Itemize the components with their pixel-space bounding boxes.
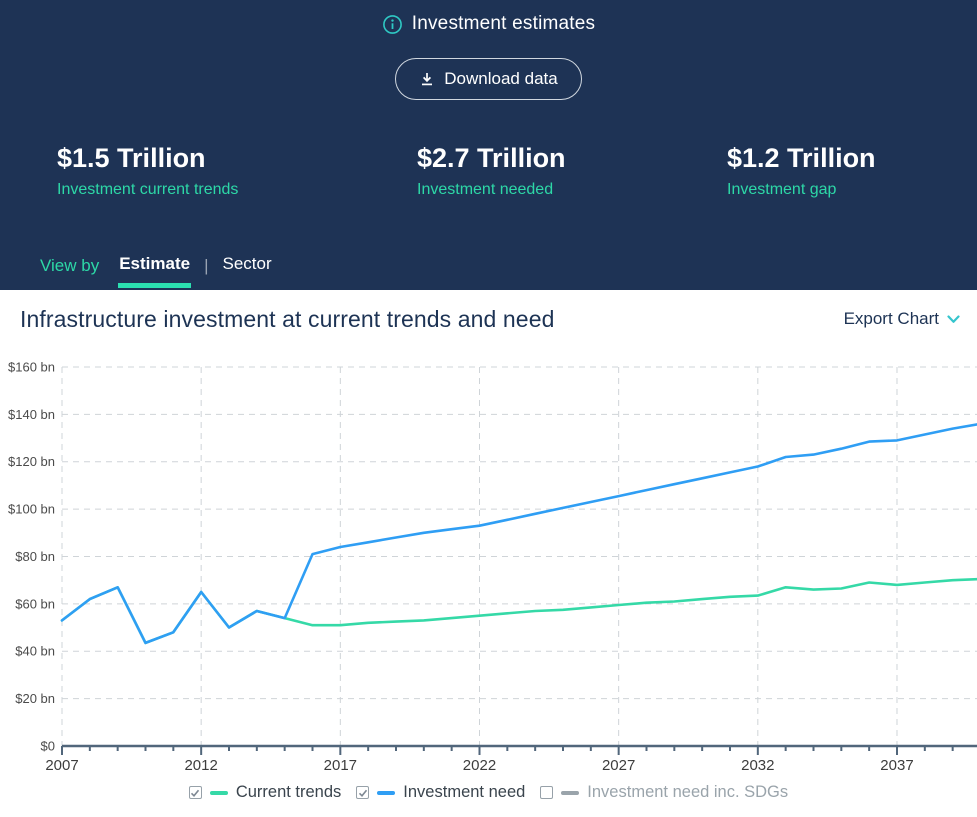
stat-investment-gap: $1.2 Trillion Investment gap bbox=[727, 142, 876, 199]
export-chart-label: Export Chart bbox=[843, 309, 939, 328]
y-axis-tick-label: $20 bn bbox=[15, 691, 55, 706]
y-axis-tick-label: $0 bbox=[41, 739, 55, 754]
stat-label: Investment needed bbox=[417, 181, 554, 198]
stat-value: $1.2 Trillion bbox=[727, 143, 876, 173]
download-row: Download data bbox=[0, 58, 977, 100]
stat-label: Investment gap bbox=[727, 181, 837, 198]
view-by-label: View by bbox=[40, 256, 100, 275]
download-icon bbox=[419, 71, 435, 87]
legend-color-dash bbox=[561, 790, 580, 795]
series-line bbox=[60, 423, 977, 645]
tab-sector[interactable]: Sector bbox=[222, 254, 272, 273]
download-data-button[interactable]: Download data bbox=[395, 58, 582, 100]
chart-legend: Current trends Investment need Investment … bbox=[0, 783, 977, 802]
x-axis-tick-label: 2007 bbox=[45, 757, 78, 774]
x-axis-tick-label: 2032 bbox=[741, 757, 774, 774]
x-axis-tick-label: 2027 bbox=[602, 757, 635, 774]
view-by-tabs: View by Estimate | Sector bbox=[40, 254, 273, 290]
export-chart-button[interactable]: Export Chart bbox=[844, 309, 960, 329]
tab-estimate[interactable]: Estimate bbox=[118, 254, 192, 288]
legend-label[interactable]: Investment need bbox=[403, 783, 526, 801]
legend-item[interactable]: Current trends bbox=[188, 783, 342, 802]
header-title-row: Investment estimates bbox=[0, 13, 977, 35]
stat-current-trends: $1.5 Trillion Investment current trends bbox=[57, 142, 238, 199]
checkbox-checked-icon[interactable] bbox=[356, 786, 370, 799]
tab-separator: | bbox=[204, 256, 209, 275]
y-axis-tick-label: $80 bn bbox=[15, 549, 55, 564]
y-axis-tick-label: $160 bn bbox=[8, 359, 55, 374]
series-line bbox=[60, 577, 977, 645]
info-icon[interactable] bbox=[382, 14, 403, 35]
page-title: Investment estimates bbox=[411, 13, 596, 34]
header: Investment estimates Download data $1.5 … bbox=[0, 0, 977, 290]
y-axis-tick-label: $140 bn bbox=[8, 407, 55, 422]
y-axis-tick-label: $60 bn bbox=[15, 596, 55, 611]
x-axis-tick-label: 2037 bbox=[880, 757, 913, 774]
chart-title: Infrastructure investment at current tre… bbox=[20, 306, 555, 332]
legend-item[interactable]: Investment need inc. SDGs bbox=[540, 783, 788, 802]
stat-value: $2.7 Trillion bbox=[417, 143, 566, 173]
chevron-down-icon bbox=[947, 314, 960, 324]
chart-card: Infrastructure investment at current tre… bbox=[0, 290, 977, 817]
legend-label[interactable]: Current trends bbox=[235, 783, 342, 801]
legend-label[interactable]: Investment need inc. SDGs bbox=[587, 783, 789, 801]
y-axis-tick-label: $120 bn bbox=[8, 454, 55, 469]
checkbox-checked-icon[interactable] bbox=[188, 786, 202, 799]
stat-value: $1.5 Trillion bbox=[57, 143, 206, 173]
download-button-label: Download data bbox=[444, 69, 558, 88]
x-axis-tick-label: 2022 bbox=[463, 757, 496, 774]
x-axis-tick-label: 2017 bbox=[324, 757, 357, 774]
y-axis-tick-label: $40 bn bbox=[15, 644, 55, 659]
legend-color-dash bbox=[377, 790, 396, 795]
stat-investment-needed: $2.7 Trillion Investment needed bbox=[417, 142, 566, 199]
y-axis-tick-label: $100 bn bbox=[8, 502, 55, 517]
legend-item[interactable]: Investment need bbox=[356, 783, 525, 802]
checkbox-unchecked-icon[interactable] bbox=[540, 786, 554, 799]
investment-chart: $0 $20 bn $40 bn $60 bn $80 bn $100 bn $120 bn… bbox=[8, 359, 977, 774]
stat-label: Investment current trends bbox=[57, 181, 239, 198]
x-axis-tick-label: 2012 bbox=[184, 757, 217, 774]
legend-color-dash bbox=[209, 790, 228, 795]
